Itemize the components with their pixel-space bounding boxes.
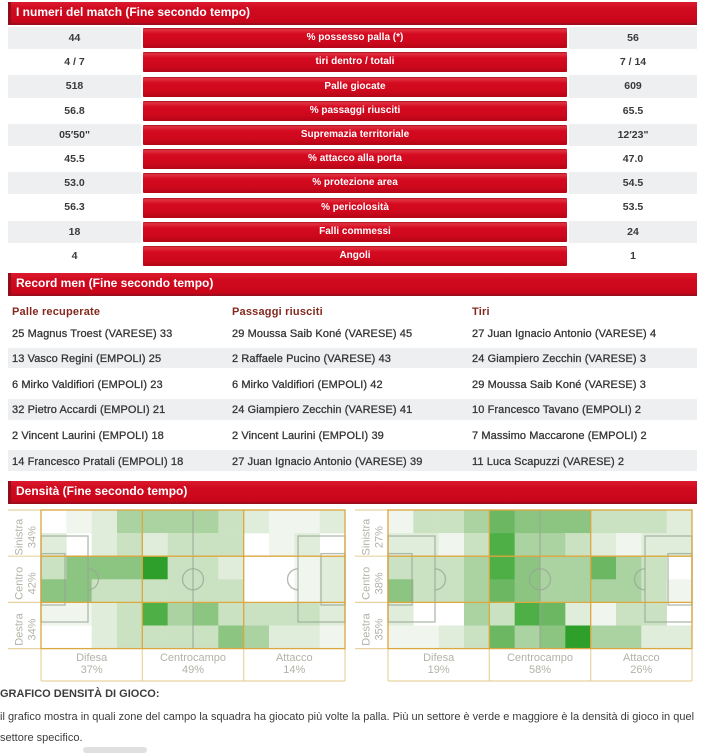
svg-text:Difesa: Difesa [423, 652, 455, 664]
svg-text:Sinistra: Sinistra [361, 518, 373, 556]
svg-text:38%: 38% [374, 572, 386, 594]
svg-text:Centrocampo: Centrocampo [507, 652, 573, 664]
svg-text:Destra: Destra [14, 612, 26, 645]
svg-text:58%: 58% [529, 664, 551, 676]
svg-text:Centro: Centro [361, 567, 373, 600]
svg-text:19%: 19% [428, 664, 450, 676]
svg-text:35%: 35% [374, 618, 386, 640]
svg-text:Sinistra: Sinistra [14, 518, 26, 556]
svg-text:42%: 42% [27, 572, 39, 594]
svg-text:Centrocampo: Centrocampo [160, 652, 226, 664]
svg-text:Attacco: Attacco [623, 652, 660, 664]
svg-text:37%: 37% [81, 664, 103, 676]
svg-text:27%: 27% [374, 526, 386, 548]
svg-text:Attacco: Attacco [276, 652, 313, 664]
svg-text:49%: 49% [182, 664, 204, 676]
svg-text:34%: 34% [27, 526, 39, 548]
svg-text:34%: 34% [27, 618, 39, 640]
svg-text:26%: 26% [630, 664, 652, 676]
svg-text:Difesa: Difesa [76, 652, 108, 664]
svg-text:Destra: Destra [361, 612, 373, 645]
svg-text:Centro: Centro [14, 567, 26, 600]
svg-text:14%: 14% [283, 664, 305, 676]
